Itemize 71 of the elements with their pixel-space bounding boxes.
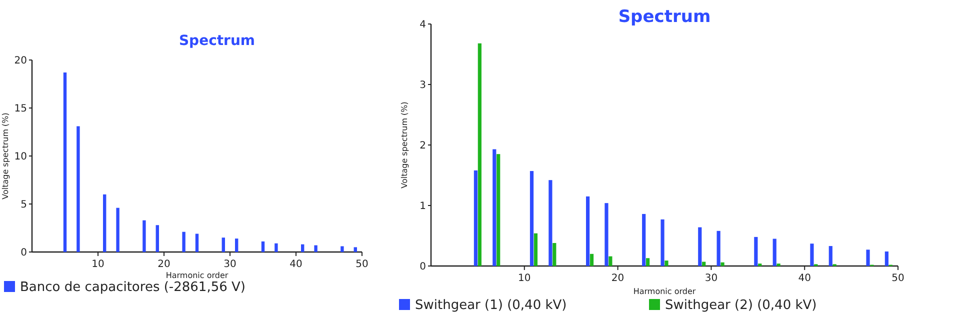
bar — [604, 203, 608, 266]
bar — [828, 246, 832, 266]
bar — [492, 149, 496, 266]
y-tick-label: 5 — [20, 200, 27, 210]
y-tick-label: 0 — [420, 262, 426, 272]
bar — [716, 230, 720, 266]
x-axis-title: Harmonic order — [633, 287, 696, 296]
bar — [552, 243, 556, 266]
x-tick-label: 20 — [611, 273, 624, 284]
bar — [340, 246, 344, 252]
bar — [548, 180, 552, 266]
y-tick-label: 4 — [420, 20, 426, 30]
bar — [586, 196, 590, 266]
y-tick-label: 1 — [420, 201, 426, 212]
x-tick-label: 40 — [290, 259, 302, 270]
x-tick-label: 30 — [224, 259, 236, 270]
bar — [866, 250, 870, 266]
bar — [754, 236, 758, 266]
bar — [182, 232, 186, 252]
bar — [496, 154, 500, 266]
bar — [608, 256, 612, 266]
bar — [103, 194, 106, 252]
x-tick-label: 10 — [518, 273, 531, 284]
bar — [660, 219, 664, 266]
bar — [884, 251, 888, 266]
bar — [530, 171, 534, 266]
bar — [664, 260, 668, 266]
y-tick-label: 20 — [14, 56, 27, 66]
x-tick-label: 10 — [92, 259, 104, 270]
bar — [474, 170, 478, 266]
x-tick-label: 40 — [798, 273, 811, 284]
bar — [63, 72, 67, 252]
y-tick-label: 10 — [14, 152, 27, 162]
bar — [354, 247, 357, 252]
y-axis-title: Voltage spectrum (%) — [400, 102, 409, 188]
chart-title: Spectrum — [618, 7, 711, 27]
bar — [810, 244, 814, 266]
legend-label: Banco de capacitores (-2861,56 V) — [20, 280, 246, 295]
bar — [301, 244, 304, 252]
bar — [772, 238, 776, 266]
bar — [274, 243, 278, 252]
bar — [235, 238, 238, 252]
chart-title: Spectrum — [178, 33, 256, 49]
bar — [478, 43, 482, 266]
bar — [314, 245, 318, 252]
bar — [222, 238, 225, 252]
bar — [590, 254, 594, 266]
x-tick-label: 30 — [704, 273, 718, 284]
bar — [76, 126, 80, 252]
y-tick-label: 3 — [420, 80, 426, 91]
bar — [720, 262, 724, 266]
bar — [142, 220, 146, 252]
bar — [195, 234, 199, 252]
bar — [156, 225, 159, 252]
bar — [534, 233, 538, 266]
x-tick-label: 20 — [158, 259, 170, 270]
bar — [702, 262, 706, 266]
x-tick-label: 50 — [356, 259, 368, 270]
y-tick-label: 15 — [14, 104, 27, 114]
y-axis-title: Voltage spectrum (%) — [1, 112, 10, 200]
legend-label: Swithgear (2) (0,40 kV) — [665, 298, 817, 313]
bar — [646, 258, 650, 266]
legend-label: Swithgear (1) (0,40 kV) — [415, 298, 567, 313]
bar — [116, 208, 120, 252]
x-tick-label: 50 — [892, 273, 904, 284]
y-tick-label: 2 — [420, 140, 426, 152]
bar — [698, 227, 702, 266]
x-axis-title: Harmonic order — [166, 271, 229, 280]
bar — [261, 241, 265, 252]
bar — [642, 214, 646, 266]
y-tick-label: 0 — [20, 248, 27, 258]
